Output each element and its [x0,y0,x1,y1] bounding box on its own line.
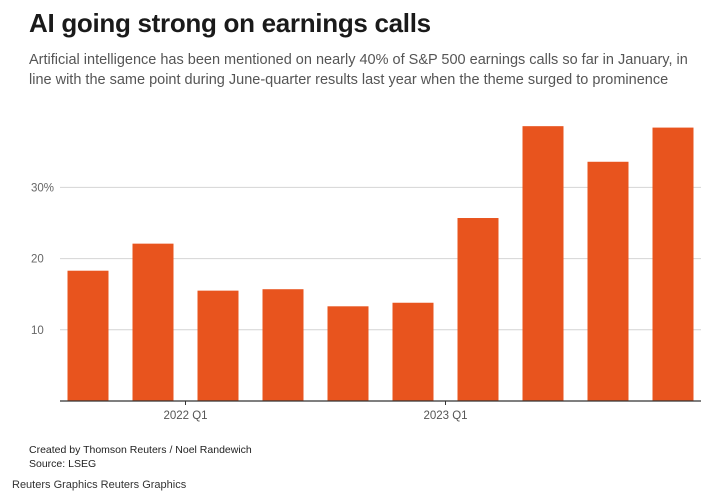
bar [262,289,304,401]
y-tick-label: 30% [31,182,54,194]
bar [522,126,564,401]
bar [197,290,239,401]
bar [457,218,499,401]
source-note: Source: LSEG [29,458,97,470]
x-tick-label: 2023 Q1 [423,410,467,422]
chart-title: AI going strong on earnings calls [29,8,431,38]
x-tick-labels: 2022 Q1 2023 Q1 [163,401,468,422]
y-tick-label: 20 [31,254,44,266]
bar [392,302,434,401]
bar [587,161,629,401]
created-by: Created by Thomson Reuters / Noel Randew… [29,444,252,456]
y-tick-labels: 10 20 30% [31,182,54,336]
bar [67,270,109,401]
credit-line: Reuters Graphics Reuters Graphics [12,479,187,491]
bar [652,127,694,401]
y-tick-label: 10 [31,325,44,337]
chart-subtitle: Artificial intelligence has been mention… [29,52,688,88]
bars [67,126,694,401]
bar [327,306,369,401]
bar [132,243,174,401]
x-tick-label: 2022 Q1 [163,410,207,422]
